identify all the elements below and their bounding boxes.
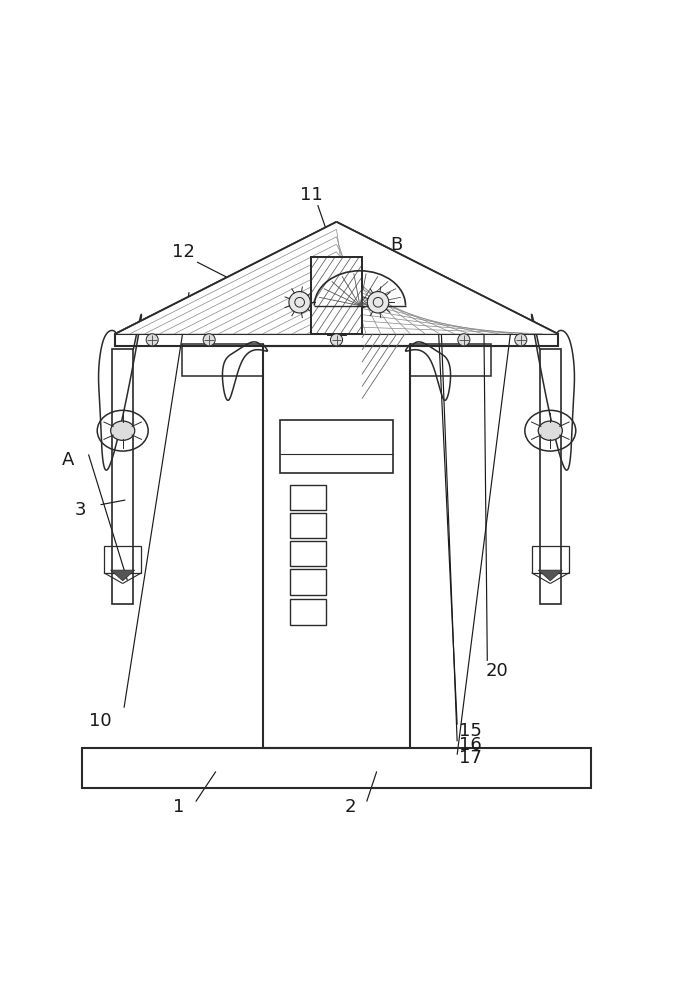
Bar bbox=[115, 334, 558, 346]
Bar bbox=[289, 569, 326, 595]
Circle shape bbox=[515, 334, 527, 346]
Polygon shape bbox=[336, 222, 558, 334]
Text: 3: 3 bbox=[75, 501, 86, 519]
Bar bbox=[532, 546, 569, 573]
Bar bbox=[540, 349, 561, 604]
Bar bbox=[262, 346, 411, 748]
Bar bbox=[289, 599, 326, 625]
Text: 15: 15 bbox=[459, 722, 482, 740]
Circle shape bbox=[146, 334, 158, 346]
Bar bbox=[182, 344, 262, 376]
Bar bbox=[289, 513, 326, 538]
Circle shape bbox=[458, 334, 470, 346]
Ellipse shape bbox=[110, 421, 135, 440]
Text: 20: 20 bbox=[486, 662, 509, 680]
Polygon shape bbox=[110, 570, 135, 581]
Bar bbox=[279, 420, 394, 473]
Bar bbox=[411, 344, 491, 376]
Bar bbox=[82, 748, 591, 788]
Bar bbox=[289, 485, 326, 510]
Bar bbox=[104, 546, 141, 573]
Circle shape bbox=[367, 292, 389, 313]
Text: 1: 1 bbox=[174, 798, 184, 816]
Ellipse shape bbox=[538, 421, 563, 440]
Text: 17: 17 bbox=[459, 749, 482, 767]
Bar bbox=[311, 257, 362, 334]
Polygon shape bbox=[115, 222, 336, 334]
Bar bbox=[112, 349, 133, 604]
Text: 16: 16 bbox=[459, 736, 482, 754]
Text: A: A bbox=[62, 451, 75, 469]
Bar bbox=[311, 257, 362, 334]
Text: 10: 10 bbox=[90, 712, 112, 730]
Text: 12: 12 bbox=[172, 243, 195, 261]
Text: B: B bbox=[391, 236, 403, 254]
Circle shape bbox=[330, 334, 343, 346]
Polygon shape bbox=[538, 570, 563, 581]
Text: 11: 11 bbox=[299, 186, 322, 204]
Bar bbox=[289, 541, 326, 566]
Text: 2: 2 bbox=[344, 798, 355, 816]
Circle shape bbox=[203, 334, 215, 346]
Circle shape bbox=[289, 292, 310, 313]
